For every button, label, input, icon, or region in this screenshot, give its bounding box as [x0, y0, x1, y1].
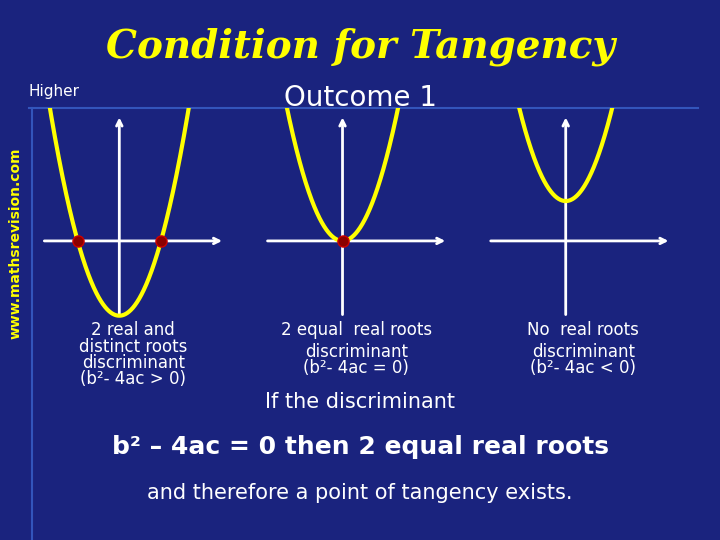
Text: discriminant: discriminant: [305, 343, 408, 361]
Text: No  real roots: No real roots: [527, 321, 639, 339]
Text: b² – 4ac = 0 then 2 equal real roots: b² – 4ac = 0 then 2 equal real roots: [112, 435, 608, 458]
Text: (b²- 4ac < 0): (b²- 4ac < 0): [530, 359, 636, 377]
Text: If the discriminant: If the discriminant: [265, 392, 455, 411]
Text: 2 real and: 2 real and: [91, 321, 175, 339]
Text: and therefore a point of tangency exists.: and therefore a point of tangency exists…: [148, 483, 572, 503]
Text: (b²- 4ac = 0): (b²- 4ac = 0): [303, 359, 410, 377]
Text: distinct roots: distinct roots: [79, 338, 187, 355]
Text: Condition for Tangency: Condition for Tangency: [106, 27, 614, 65]
Text: Higher: Higher: [29, 84, 80, 99]
Text: Outcome 1: Outcome 1: [284, 84, 436, 112]
Text: discriminant: discriminant: [531, 343, 635, 361]
Text: www.mathsrevision.com: www.mathsrevision.com: [9, 147, 23, 339]
Text: discriminant: discriminant: [81, 354, 185, 372]
Text: 2 equal  real roots: 2 equal real roots: [281, 321, 432, 339]
Text: (b²- 4ac > 0): (b²- 4ac > 0): [80, 370, 186, 388]
